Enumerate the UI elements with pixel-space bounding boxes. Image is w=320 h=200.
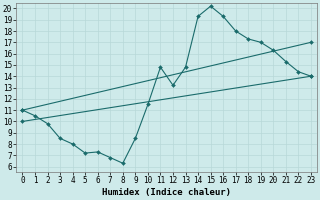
X-axis label: Humidex (Indice chaleur): Humidex (Indice chaleur) [102,188,231,197]
